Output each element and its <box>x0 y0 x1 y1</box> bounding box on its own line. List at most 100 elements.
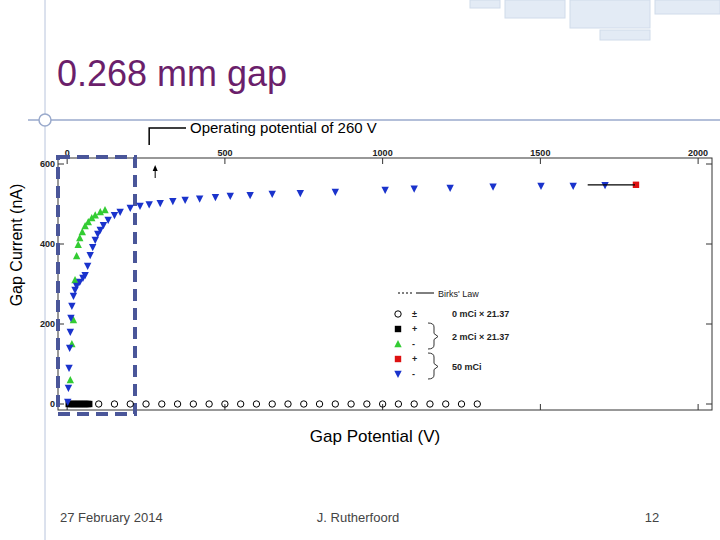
slide-title: 0.268 mm gap <box>57 53 287 94</box>
point <box>297 190 304 197</box>
x-tick <box>382 158 383 164</box>
footer-date: 27 February 2014 <box>60 510 163 525</box>
point <box>269 401 275 407</box>
y-tick <box>706 244 712 245</box>
point <box>111 212 118 219</box>
point <box>196 196 203 203</box>
legend-group-label: 50 mCi <box>452 362 482 372</box>
deco-circle <box>39 114 51 126</box>
point <box>86 252 93 259</box>
point <box>74 241 81 248</box>
x-tick <box>540 404 541 410</box>
point <box>427 401 433 407</box>
point <box>143 401 149 407</box>
annotation-arrowhead <box>153 165 158 171</box>
point <box>136 203 143 210</box>
legend-sign: ± <box>412 309 417 319</box>
point <box>89 244 96 251</box>
point <box>237 401 243 407</box>
x-tick <box>540 158 541 164</box>
plot-frame <box>58 158 712 410</box>
point <box>253 401 259 407</box>
point <box>157 200 164 207</box>
series <box>95 401 480 407</box>
footer-page: 12 <box>645 510 659 525</box>
slide: 0.268 mm gap05001000150020000200400600Ga… <box>0 0 720 540</box>
deco-box <box>600 30 650 40</box>
legend-marker <box>395 326 401 332</box>
highlight-box <box>58 157 135 414</box>
point <box>411 401 417 407</box>
point <box>379 401 385 407</box>
y-tick <box>706 164 712 165</box>
y-tick-label: 600 <box>40 159 55 169</box>
point <box>81 272 88 279</box>
point <box>601 182 608 189</box>
y-tick <box>706 324 712 325</box>
legend-brace <box>428 353 438 379</box>
x-tick <box>224 158 225 164</box>
point <box>84 263 91 270</box>
point <box>569 183 576 190</box>
point <box>489 184 496 191</box>
x-axis-label: Gap Potential (V) <box>310 427 440 446</box>
point <box>227 193 234 200</box>
point <box>212 194 219 201</box>
point <box>381 187 388 194</box>
point <box>474 401 480 407</box>
legend-sign: + <box>412 324 417 334</box>
point <box>446 185 453 192</box>
point <box>348 401 354 407</box>
x-tick <box>698 158 699 164</box>
point <box>169 198 176 205</box>
y-tick <box>58 164 64 165</box>
point <box>101 206 108 213</box>
point <box>92 237 99 244</box>
point <box>111 401 117 407</box>
point <box>95 401 101 407</box>
legend-marker <box>395 356 401 362</box>
deco-line <box>45 0 46 540</box>
point <box>116 209 123 216</box>
point <box>68 303 75 310</box>
series <box>67 206 109 383</box>
point <box>159 401 165 407</box>
point <box>67 329 74 336</box>
point <box>64 399 71 406</box>
point <box>66 345 73 352</box>
decoration <box>28 0 720 540</box>
y-axis-label: Gap Current (nA) <box>8 184 25 307</box>
data-group <box>64 182 639 408</box>
point <box>269 191 276 198</box>
point <box>67 315 74 322</box>
y-tick <box>706 404 712 405</box>
annotation-text: Operating potential of 260 V <box>190 119 377 136</box>
legend-sign: + <box>412 354 417 364</box>
point <box>190 401 196 407</box>
point <box>316 401 322 407</box>
point <box>332 401 338 407</box>
legend-line <box>416 293 434 294</box>
point <box>86 401 92 407</box>
point <box>285 401 291 407</box>
point <box>127 401 133 407</box>
series <box>588 184 635 185</box>
point <box>181 197 188 204</box>
legend-marker <box>394 371 401 378</box>
point <box>67 376 74 383</box>
line <box>588 184 635 185</box>
point <box>145 201 152 208</box>
point <box>410 186 417 193</box>
point <box>70 293 77 300</box>
x-tick-label: 1500 <box>530 148 550 158</box>
point <box>537 183 544 190</box>
point <box>301 401 307 407</box>
point <box>364 401 370 407</box>
x-tick <box>698 404 699 410</box>
point <box>127 205 134 212</box>
point <box>73 252 80 259</box>
legend-marker <box>394 340 401 347</box>
point <box>443 401 449 407</box>
point <box>458 401 464 407</box>
point <box>104 217 111 224</box>
